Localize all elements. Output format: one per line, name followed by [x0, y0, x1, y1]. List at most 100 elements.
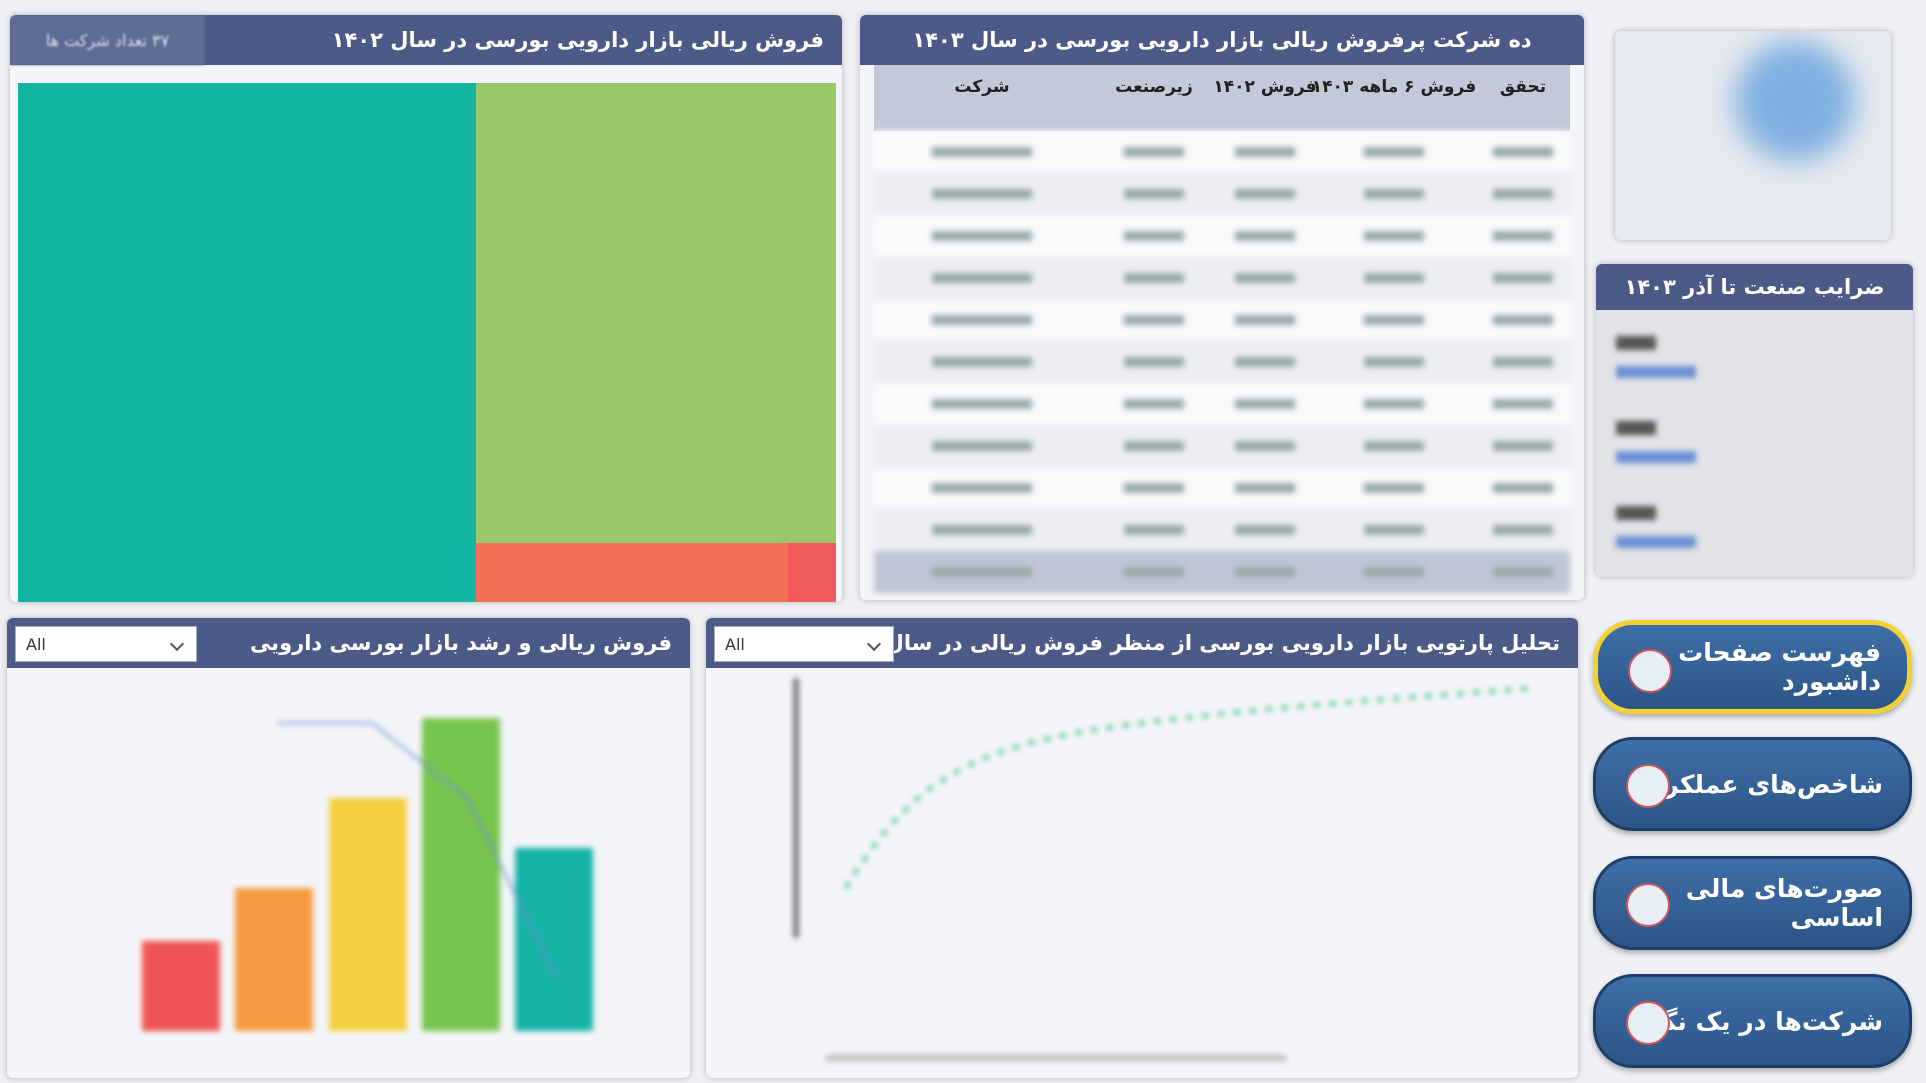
cell-placeholder: [1124, 315, 1184, 325]
cell-placeholder: [932, 315, 1032, 325]
panel-title: فروش ریالی بازار دارویی بورسی در سال ۱۴۰…: [331, 28, 824, 52]
cell-placeholder: [1235, 567, 1295, 577]
placeholder: [1616, 536, 1696, 548]
nav-button[interactable]: فهرست صفحات داشبورد: [1593, 620, 1912, 714]
button-icon: [1626, 1001, 1670, 1045]
cell-placeholder: [932, 357, 1032, 367]
nav-button[interactable]: شاخص‌های عملکردی: [1593, 737, 1912, 831]
cell-placeholder: [1124, 147, 1184, 157]
cell-placeholder: [1493, 483, 1553, 493]
cell-placeholder: [1364, 231, 1424, 241]
pareto-panel: تحلیل پارتویی بازار دارویی بورسی از منظر…: [706, 618, 1578, 1078]
cell-placeholder: [1124, 399, 1184, 409]
cell-placeholder: [932, 147, 1032, 157]
treemap-cell: [788, 543, 836, 602]
cell-placeholder: [1493, 399, 1553, 409]
growth-panel: فروش ریالی و رشد بازار بورسی دارویی All: [7, 618, 690, 1078]
button-icon: [1626, 883, 1670, 927]
cell-placeholder: [1235, 147, 1295, 157]
cell-placeholder: [1493, 357, 1553, 367]
cell-placeholder: [1124, 357, 1184, 367]
cell-placeholder: [932, 231, 1032, 241]
growth-line: [277, 722, 558, 979]
coefficients-panel: ضرایب صنعت تا آذر ۱۴۰۳: [1596, 264, 1913, 577]
placeholder: [1616, 366, 1696, 378]
cell-placeholder: [1364, 567, 1424, 577]
cell-placeholder: [1364, 357, 1424, 367]
table-body: [874, 131, 1570, 593]
cell-placeholder: [1235, 231, 1295, 241]
cell-placeholder: [1364, 441, 1424, 451]
cell-placeholder: [1493, 567, 1553, 577]
cell-placeholder: [1364, 525, 1424, 535]
cell-placeholder: [1364, 147, 1424, 157]
nav-button[interactable]: شرکت‌ها در یک نگاه: [1593, 974, 1912, 1068]
cell-placeholder: [1235, 441, 1295, 451]
placeholder: [1616, 451, 1696, 463]
cell-placeholder: [1235, 483, 1295, 493]
cell-placeholder: [1124, 273, 1184, 283]
cell-placeholder: [1493, 315, 1553, 325]
treemap-panel: فروش ریالی بازار دارویی بورسی در سال ۱۴۰…: [10, 15, 842, 602]
cell-placeholder: [1235, 357, 1295, 367]
filter-dropdown[interactable]: All: [15, 626, 197, 662]
button-label: شاخص‌های عملکردی: [1628, 769, 1883, 799]
cell-placeholder: [1493, 147, 1553, 157]
panel-title: ضرایب صنعت تا آذر ۱۴۰۳: [1624, 275, 1885, 299]
column-header: شرکت: [954, 77, 1010, 97]
filter-dropdown[interactable]: All: [714, 626, 894, 662]
cell-placeholder: [1124, 189, 1184, 199]
placeholder: [1616, 421, 1656, 435]
button-icon: [1626, 764, 1670, 808]
cell-placeholder: [932, 525, 1032, 535]
cell-placeholder: [1124, 525, 1184, 535]
logo-area: [1615, 31, 1891, 240]
cell-placeholder: [932, 483, 1032, 493]
cell-placeholder: [1493, 231, 1553, 241]
cell-placeholder: [932, 399, 1032, 409]
column-header: فروش ۶ ماهه ۱۴۰۳: [1311, 77, 1477, 97]
treemap: [18, 83, 836, 602]
cell-placeholder: [1235, 399, 1295, 409]
count-card: ۳۷ تعداد شرکت ها: [10, 15, 205, 65]
bar: [142, 941, 220, 1031]
cell-placeholder: [1493, 273, 1553, 283]
button-label: صورت‌های مالی اساسی: [1685, 874, 1883, 932]
pareto-chart: [793, 678, 1537, 1061]
growth-chart: [142, 718, 593, 1031]
cell-placeholder: [1235, 273, 1295, 283]
cell-placeholder: [1235, 315, 1295, 325]
cell-placeholder: [932, 567, 1032, 577]
pareto-line: [844, 686, 1537, 890]
logo: [1735, 41, 1855, 161]
treemap-cell: [476, 543, 788, 602]
cell-placeholder: [1124, 231, 1184, 241]
coefficient-list: [1616, 336, 1696, 548]
placeholder: [1616, 506, 1656, 520]
cell-placeholder: [932, 273, 1032, 283]
button-label: فهرست صفحات داشبورد: [1678, 638, 1881, 696]
column-header: زیرصنعت: [1115, 77, 1193, 97]
panel-header: ضرایب صنعت تا آذر ۱۴۰۳: [1596, 264, 1913, 310]
placeholder: [1616, 336, 1656, 350]
cell-placeholder: [1124, 483, 1184, 493]
cell-placeholder: [1364, 315, 1424, 325]
panel-title: ده شرکت پرفروش ریالی بازار دارویی بورسی …: [912, 28, 1532, 52]
nav-button[interactable]: صورت‌های مالی اساسی: [1593, 856, 1912, 950]
bar: [515, 848, 593, 1031]
panel-title: تحلیل پارتویی بازار دارویی بورسی از منظر…: [827, 631, 1560, 655]
panel-title: فروش ریالی و رشد بازار بورسی دارویی: [249, 631, 672, 655]
treemap-cell: [476, 83, 836, 543]
bar: [235, 888, 313, 1031]
cell-placeholder: [1364, 399, 1424, 409]
treemap-cell: [18, 83, 476, 602]
cell-placeholder: [1493, 441, 1553, 451]
cell-placeholder: [1493, 525, 1553, 535]
cell-placeholder: [1493, 189, 1553, 199]
button-icon: [1628, 649, 1672, 693]
bar: [422, 718, 500, 1031]
column-header: تحقق: [1499, 77, 1547, 97]
table-panel: ده شرکت پرفروش ریالی بازار دارویی بورسی …: [860, 15, 1584, 600]
bar: [329, 798, 407, 1031]
cell-placeholder: [1364, 189, 1424, 199]
